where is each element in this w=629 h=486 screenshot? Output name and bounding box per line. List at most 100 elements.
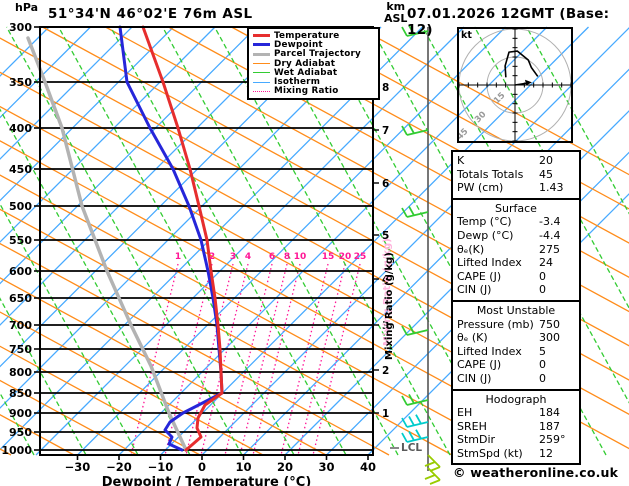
table-row-value: 750 [539,317,560,331]
table-row-value: 0 [539,358,546,372]
svg-text:25: 25 [354,252,367,262]
table-row: Dewp (°C) -4.4 [457,229,575,243]
table-row: CIN (J) 0 [457,372,575,386]
svg-text:6: 6 [269,252,275,262]
table-row-value: 300 [539,331,560,345]
svg-text:2: 2 [382,365,389,377]
table-row-value: 5 [539,344,546,358]
table-section-hodograph: Hodograph EH 184 SREH 187 StmDir 259° StmSpd (k… [451,388,581,466]
legend-swatch-dry-adiabat [253,63,270,65]
table-section-surface: Surface Temp (°C) -3.4 Dewp (°C) -4.4 θₑ(K) 27… [451,197,581,302]
table-row-value: -3.4 [539,215,561,229]
wind-barb [401,123,429,136]
lcl-label: LCL [401,442,423,454]
table-section-most-unstable: Most Unstable Pressure (mb) 750 θₑ (K) 300 Li… [451,299,581,391]
svg-text:6: 6 [382,178,389,190]
wind-barb [401,205,429,218]
table-row: Lifted Index 24 [457,256,575,270]
svg-text:950: 950 [9,426,32,439]
table-row: CAPE (J) 0 [457,270,575,284]
svg-text:10: 10 [235,460,251,474]
svg-text:7: 7 [382,125,389,137]
legend-swatch-temperature [253,34,270,38]
table-row: K 20 [457,154,575,168]
svg-text:850: 850 [9,387,32,400]
table-section-title: Hodograph [485,392,547,406]
table-row: CAPE (J) 0 [457,358,575,372]
table-row: Pressure (mb) 750 [457,318,575,332]
svg-text:400: 400 [9,122,32,135]
indices-tables: K 20 Totals Totals 45 PW (cm) 1.43 Surface Temp… [451,150,581,466]
table-row-value: 259° [539,433,566,447]
table-row: θₑ(K) 275 [457,243,575,257]
wind-barb-column [401,24,441,485]
legend-item: Temperature [253,31,378,41]
lcl-tick [390,447,399,449]
table-row-label: StmDir [457,433,496,447]
table-row-value: 20 [539,154,553,167]
pressure-axis: 300 350 400 450 500 550 600 650 700 750 800 850 900 9… [1,21,40,457]
table-row-value: 1.43 [539,181,564,195]
table-row-label: Lifted Index [457,256,522,270]
legend-label: Mixing Ratio [274,86,339,97]
table-row: SREH 187 [457,420,575,434]
table-row-label: θₑ (K) [457,331,488,345]
table-row-value: 0 [539,371,546,385]
legend-item: Dewpoint [253,40,378,50]
svg-text:450: 450 [9,163,32,176]
parcel-trajectory-curve [26,36,188,452]
legend-swatch-dewpoint [253,43,270,47]
mixing-ratio-axis-label: Mixing Ratio (g/kg) [384,252,395,360]
wind-barb [424,467,441,485]
wind-barb [401,393,429,406]
table-row-value: 24 [539,256,553,270]
legend-swatch-wet-adiabat [253,72,270,74]
wind-barb [401,24,429,37]
legend-item: Isotherm [253,77,378,88]
legend-swatch-isotherm [253,81,270,83]
wind-barb [401,429,429,443]
table-row-value: 12 [539,446,553,460]
svg-text:5: 5 [382,230,389,242]
svg-text:20: 20 [277,460,293,474]
svg-text:4: 4 [245,252,251,262]
table-row-label: Dewp (°C) [457,228,514,242]
svg-text:8: 8 [284,252,290,262]
svg-text:3: 3 [230,252,236,262]
table-row-label: Temp (°C) [457,215,512,229]
legend-label: Dry Adiabat [274,58,336,69]
table-row-value: 0 [539,283,546,297]
table-row-label: CIN (J) [457,371,492,385]
altitude-axis: 8 7 6 5 4 3 2 1 [373,82,389,420]
legend-label: Parcel Trajectory [274,49,361,60]
table-row-label: StmSpd (kt) [457,446,523,460]
svg-text:700: 700 [9,319,32,332]
table-row: Temp (°C) -3.4 [457,215,575,229]
svg-text:−30: −30 [65,460,91,474]
table-row-label: CIN (J) [457,283,492,297]
svg-text:8: 8 [382,82,389,94]
pressure-unit-label: hPa [15,1,39,14]
table-row-label: PW (cm) [457,181,504,195]
table-row-label: Totals Totals [457,167,524,181]
svg-text:30: 30 [318,460,334,474]
legend-item: Mixing Ratio [253,86,378,97]
table-row-label: θₑ(K) [457,242,485,256]
legend-label: Isotherm [274,77,321,88]
table-row-label: CAPE (J) [457,269,502,283]
table-row-label: Pressure (mb) [457,317,534,331]
table-row-label: CAPE (J) [457,358,502,372]
plot-border [39,26,374,456]
mixing-ratio-value-labels: 1 2 3 4 6 8 10 15 20 25 [175,252,366,262]
table-section-title: Surface [495,201,537,215]
hodograph-trace [504,50,539,78]
legend-label: Wet Adiabat [274,67,338,78]
table-row: CIN (J) 0 [457,283,575,297]
table-row-label: EH [457,406,473,420]
svg-text:15: 15 [322,252,335,262]
legend-item: Wet Adiabat [253,67,378,78]
legend-item: Dry Adiabat [253,58,378,69]
svg-text:750: 750 [9,343,32,356]
table-section-title: Most Unstable [476,303,556,317]
svg-text:40: 40 [360,460,376,474]
